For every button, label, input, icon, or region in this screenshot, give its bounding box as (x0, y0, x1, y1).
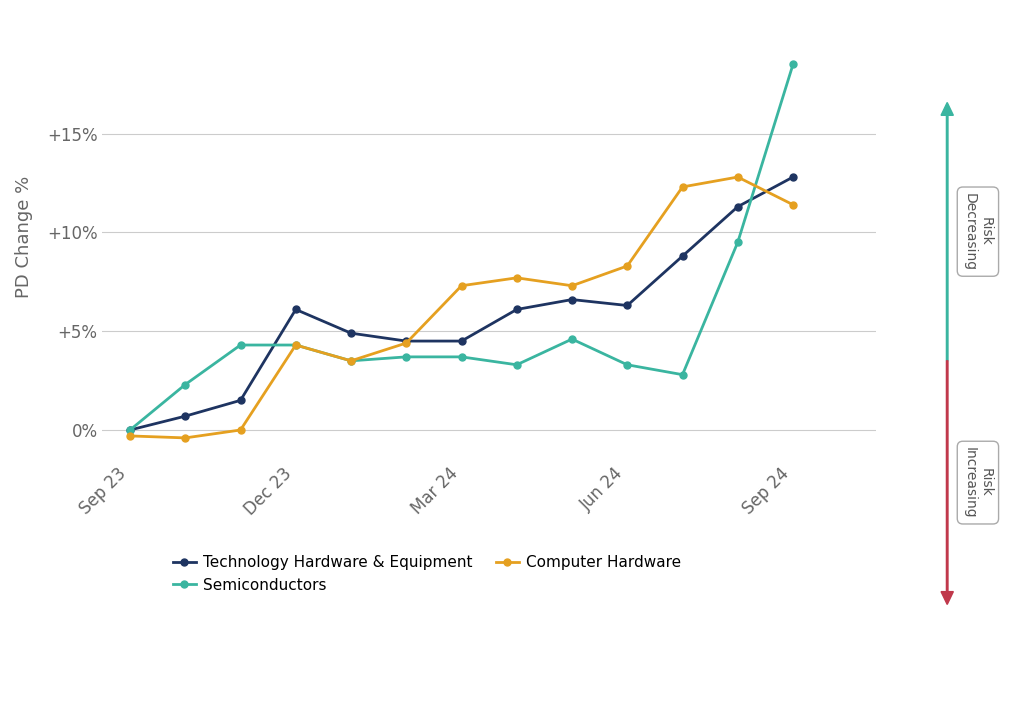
Semiconductors (456, 352, 468, 361)
Computer Hardware (456, 281, 468, 290)
Semiconductors (179, 380, 191, 389)
Semiconductors (124, 426, 136, 434)
Technology Hardware & Equipment (731, 202, 743, 211)
Technology Hardware & Equipment (400, 337, 413, 345)
Semiconductors (786, 60, 799, 68)
Semiconductors (290, 341, 302, 350)
Technology Hardware & Equipment (179, 412, 191, 420)
Computer Hardware (234, 426, 247, 434)
Computer Hardware (786, 201, 799, 209)
Computer Hardware (566, 281, 579, 290)
Technology Hardware & Equipment (290, 305, 302, 314)
Computer Hardware (622, 262, 634, 271)
Computer Hardware (179, 434, 191, 442)
Technology Hardware & Equipment (786, 173, 799, 182)
Semiconductors (622, 360, 634, 369)
Text: Risk
Decreasing: Risk Decreasing (963, 192, 993, 271)
Semiconductors (345, 357, 357, 365)
Technology Hardware & Equipment (566, 295, 579, 304)
Computer Hardware (124, 431, 136, 440)
Line: Computer Hardware: Computer Hardware (127, 174, 797, 441)
Semiconductors (566, 335, 579, 343)
Y-axis label: PD Change %: PD Change % (15, 176, 33, 298)
Semiconductors (400, 352, 413, 361)
Semiconductors (234, 341, 247, 350)
Computer Hardware (511, 273, 523, 282)
Legend: Technology Hardware & Equipment, Semiconductors, Computer Hardware: Technology Hardware & Equipment, Semicon… (167, 549, 688, 599)
Computer Hardware (400, 339, 413, 347)
Technology Hardware & Equipment (456, 337, 468, 345)
Technology Hardware & Equipment (234, 396, 247, 404)
Technology Hardware & Equipment (677, 252, 689, 261)
Semiconductors (677, 370, 689, 379)
Technology Hardware & Equipment (345, 329, 357, 337)
Technology Hardware & Equipment (622, 301, 634, 310)
Computer Hardware (290, 341, 302, 350)
Technology Hardware & Equipment (511, 305, 523, 314)
Line: Technology Hardware & Equipment: Technology Hardware & Equipment (127, 174, 797, 434)
Semiconductors (731, 238, 743, 246)
Text: Risk
Increasing: Risk Increasing (963, 447, 993, 518)
Computer Hardware (345, 357, 357, 365)
Technology Hardware & Equipment (124, 426, 136, 434)
Semiconductors (511, 360, 523, 369)
Computer Hardware (731, 173, 743, 182)
Computer Hardware (677, 183, 689, 192)
Line: Semiconductors: Semiconductors (127, 61, 797, 434)
